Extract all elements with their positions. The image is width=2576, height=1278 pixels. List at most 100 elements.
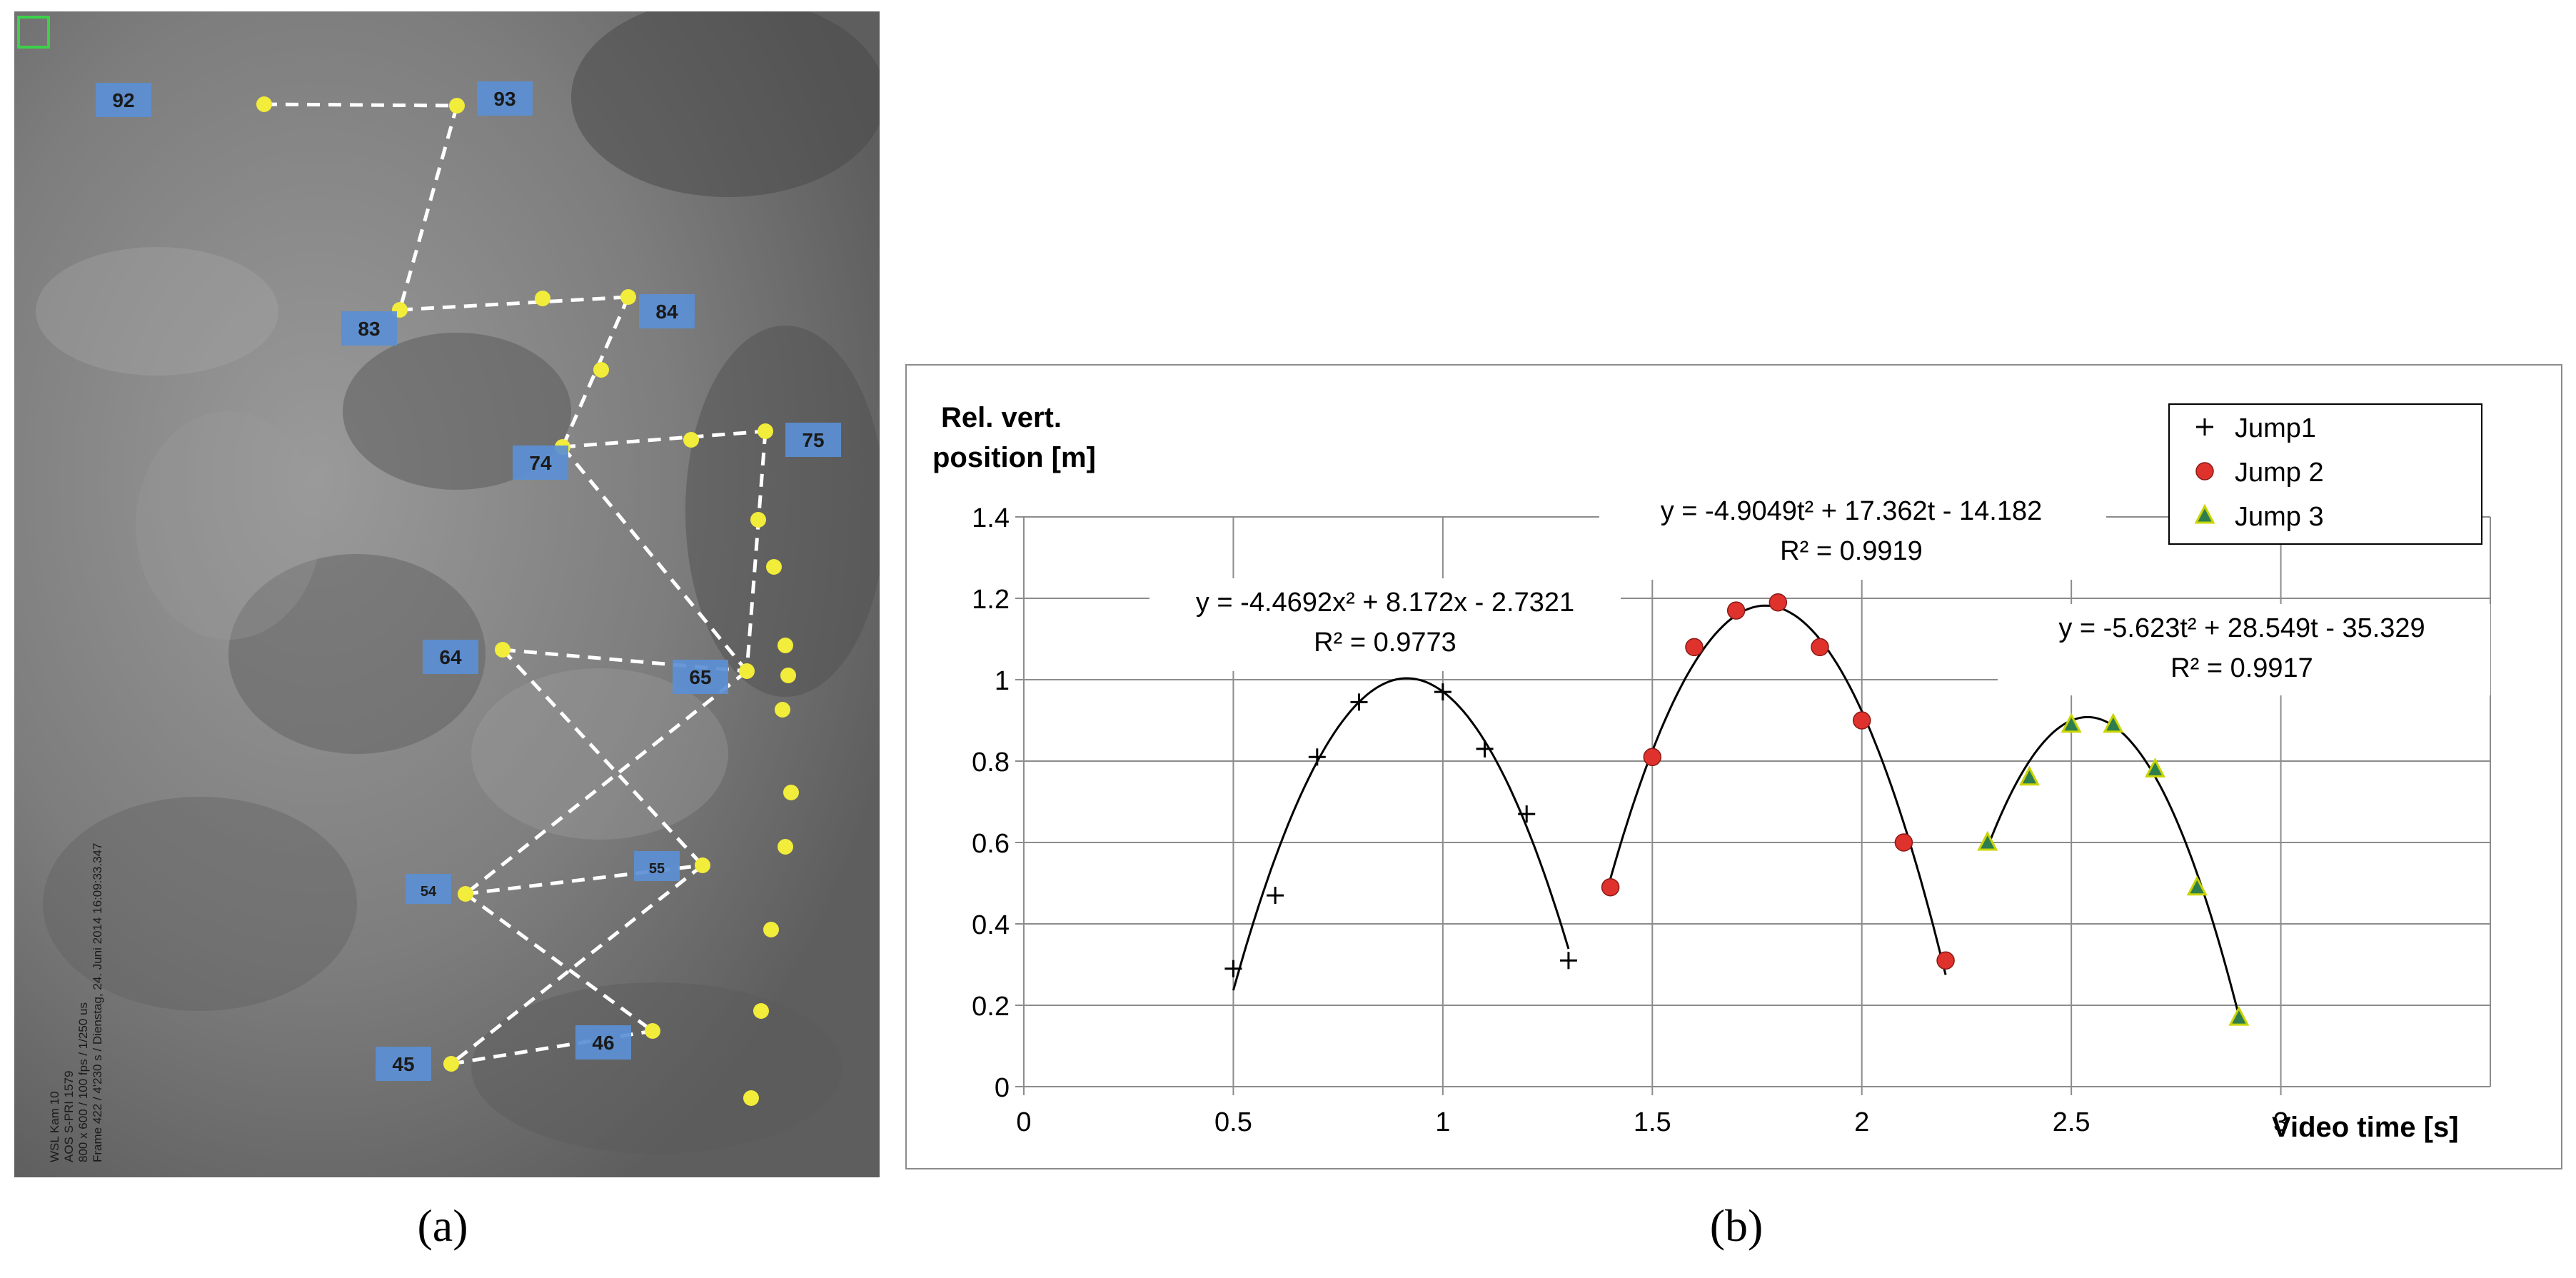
trajectory-segment: [451, 1029, 653, 1066]
camera-line-1: WSL Kam 10: [48, 1091, 61, 1162]
trajectory-segment: [398, 105, 459, 311]
legend: Jump1 Jump 2 Jump 3: [2168, 403, 2482, 545]
y-tick-label: 0: [995, 1073, 1010, 1103]
equation-jump1: y = -4.4692x² + 8.172x - 2.7321: [1196, 588, 1574, 618]
position-marker-75: 75: [785, 423, 841, 457]
y-tick-label: 1.2: [972, 585, 1010, 615]
position-marker-92: 92: [96, 83, 151, 117]
camera-line-3: 800 x 600 / 100 fps / 1/250 us: [76, 1002, 90, 1162]
track-dot: [778, 839, 793, 855]
point-jump2: [1643, 748, 1662, 767]
trajectory-segment: [464, 670, 748, 895]
equation-jump3: y = -5.623t² + 28.549t - 35.329: [2058, 613, 2425, 643]
marker-label: 54: [421, 884, 437, 900]
track-dot: [780, 668, 796, 683]
track-dot: [683, 432, 699, 448]
track-dot: [778, 638, 793, 653]
x-tick-label: 1.5: [1634, 1107, 1671, 1137]
legend-label-jump2: Jump 2: [2235, 458, 2324, 488]
tracking-photo-graphic: 92 93 83 84 74 75 64 65 54 55 45 46 WSL Kam 10 AOS …: [14, 11, 880, 1177]
trajectory-segment: [745, 431, 768, 672]
point-jump3: [2061, 713, 2082, 733]
point-jump3: [2103, 713, 2124, 733]
point-jump2: [1894, 833, 1913, 852]
r2-jump2: R² = 0.9919: [1780, 536, 1923, 566]
data-points: [1224, 593, 2250, 1026]
point-jump3: [2186, 875, 2208, 896]
eq-bg-1: [1149, 578, 1621, 671]
point-jump3: [2145, 758, 2165, 778]
marker-box: [513, 446, 568, 480]
x-tick-label: 0: [1016, 1107, 1031, 1137]
point-jump3: [2018, 765, 2040, 786]
x-tick-label: 2: [1854, 1107, 1869, 1137]
camera-line-2: AOS S-PRI 1579: [62, 1070, 76, 1162]
marker-box: [785, 423, 841, 457]
y-tick-label: 1.4: [972, 503, 1010, 533]
x-tick-label: 0.5: [1214, 1107, 1252, 1137]
point-jump2: [1769, 593, 1788, 612]
marker-label: 83: [358, 318, 380, 340]
trajectory-segment: [464, 892, 654, 1033]
axes: 0 0.2 0.4 0.6 0.8 1 1.2 1.4 0 0.5 1 1.5 2 2.5 3: [972, 503, 2490, 1137]
camera-info: WSL Kam 10 AOS S-PRI 1579 800 x 600 / 10…: [48, 843, 104, 1162]
position-marker-45: 45: [376, 1047, 431, 1081]
track-dot: [739, 663, 755, 679]
caption-b: (b): [1709, 1200, 1764, 1251]
position-marker-46: 46: [575, 1025, 631, 1060]
trajectory-segment: [560, 296, 630, 448]
marker-box: [376, 1047, 431, 1081]
track-dot: [763, 922, 779, 937]
fit-curve-3: [1986, 715, 2240, 1017]
track-dot: [645, 1023, 660, 1039]
marker-label: 45: [392, 1053, 414, 1075]
marker-box: [423, 640, 478, 674]
y-tick-label: 0.8: [972, 748, 1010, 778]
eq-bg-2: [1599, 488, 2106, 580]
position-marker-84: 84: [639, 294, 695, 328]
track-dot: [535, 291, 550, 306]
fit-curve-2: [1609, 604, 1947, 975]
marker-box: [575, 1025, 631, 1060]
legend-symbol-jump3: [2194, 503, 2215, 524]
trajectory-segment: [399, 295, 629, 312]
track-dot: [758, 423, 773, 439]
point-jump2: [1852, 711, 1871, 730]
trajectory-segment: [562, 429, 766, 449]
position-marker-74: 74: [513, 446, 568, 480]
caption-a: (a): [417, 1200, 468, 1251]
track-dot: [783, 785, 799, 800]
roi-square: [17, 16, 50, 49]
legend-label-jump1: Jump1: [2235, 413, 2316, 443]
marker-box: [639, 294, 695, 328]
legend-box: [2168, 403, 2482, 545]
point-jump1: [1224, 960, 1242, 977]
marker-box: [96, 83, 151, 117]
x-tick-label: 3: [2273, 1107, 2288, 1137]
position-marker-83: 83: [341, 311, 397, 346]
position-marker-64: 64: [423, 640, 478, 674]
y-axis-label-line-2: position [m]: [932, 442, 1096, 473]
r2-jump3: R² = 0.9917: [2170, 653, 2313, 683]
marker-box: [634, 851, 680, 881]
y-tick-label: 1: [995, 666, 1010, 696]
point-jump2: [1685, 638, 1704, 657]
point-jump3: [1977, 830, 1998, 851]
y-tick-label: 0.2: [972, 992, 1010, 1022]
eq-bg-3: [1998, 604, 2490, 695]
trajectory-segment: [501, 648, 704, 867]
y-tick-label: 0.4: [972, 910, 1010, 940]
marker-box: [406, 874, 451, 904]
track-dot: [256, 96, 272, 112]
fit-curve-1: [1232, 677, 1570, 991]
trajectory-segment: [450, 864, 704, 1065]
point-jump1: [1559, 952, 1577, 970]
trajectory-segment: [561, 446, 748, 673]
point-jump2: [1936, 951, 1955, 970]
marker-label: 46: [592, 1032, 614, 1054]
point-jump1: [1518, 805, 1536, 823]
legend-symbols: [2194, 418, 2215, 524]
x-tick-label: 2.5: [2053, 1107, 2091, 1137]
trajectory-segment: [263, 102, 458, 108]
legend-symbol-jump1: [2196, 418, 2213, 436]
